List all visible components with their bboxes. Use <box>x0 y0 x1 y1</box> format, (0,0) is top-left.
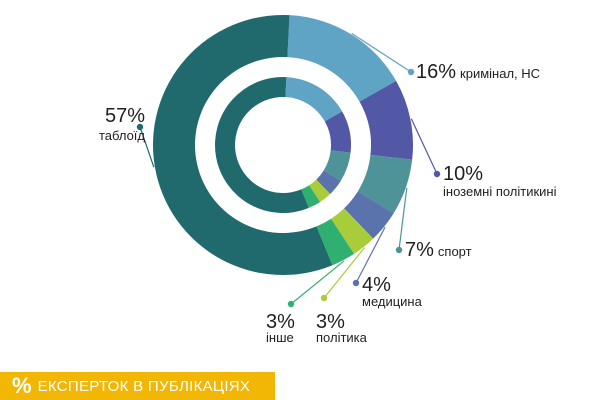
inner-slice-other <box>301 185 321 208</box>
category-label-foreign-politics: іноземні політикині <box>443 184 557 199</box>
category-label-tabloid: таблоїд <box>99 128 145 143</box>
callout-dot-crime <box>407 68 415 76</box>
category-label-other: інше <box>266 330 294 345</box>
callout-dot-tabloid <box>136 123 144 131</box>
callout-line-politics <box>323 247 366 299</box>
outer-slice-crime <box>287 15 397 102</box>
callout-dot-medicine <box>352 279 360 287</box>
callout-line-sport <box>398 187 408 251</box>
percent-label-foreign-politics: 10% <box>443 163 483 185</box>
percent-label-other: 3% <box>266 311 295 333</box>
outer-slice-sport <box>357 154 413 214</box>
inner-slice-tabloid <box>215 77 309 214</box>
category-label-medicine: медицина <box>362 294 423 309</box>
outer-slice-politics <box>331 208 374 254</box>
percent-label-politics: 3% <box>316 311 345 333</box>
chart-title: ЕКСПЕРТОК В ПУБЛІКАЦІЯХ <box>37 377 251 395</box>
callouts: 57%таблоїд 16% кримінал, НС 10%іноземні пол… <box>99 32 557 345</box>
inner-slice-medicine <box>316 170 341 194</box>
outer-slice-tabloid <box>153 15 333 276</box>
callout-line-crime <box>351 32 412 73</box>
callout-line-tabloid <box>139 126 155 168</box>
inner-slice-politics <box>309 179 331 202</box>
outer-slice-foreign-politics <box>359 80 413 160</box>
callout-dot-politics <box>320 294 328 302</box>
callout-label-crime: 16% кримінал, НС <box>416 61 540 83</box>
percent-icon: % <box>12 373 32 398</box>
inner-slice-sport <box>323 150 351 181</box>
callout-line-foreign-politics <box>410 118 438 175</box>
chart-title-bar: % ЕКСПЕРТОК В ПУБЛІКАЦІЯХ <box>0 372 275 400</box>
callout-line-other <box>290 260 345 305</box>
outer-ring <box>153 15 413 276</box>
outer-slice-other <box>316 218 355 266</box>
inner-slice-foreign-politics <box>324 111 351 153</box>
callout-dot-foreign-politics <box>433 170 441 178</box>
callout-dot-other <box>287 300 295 308</box>
callout-label-sport: 7% спорт <box>405 239 472 261</box>
category-label-politics: політика <box>316 330 368 345</box>
callout-line-medicine <box>355 226 386 284</box>
inner-ring <box>215 77 351 214</box>
percent-label-medicine: 4% <box>362 274 391 296</box>
callout-dot-sport <box>395 246 403 254</box>
outer-slice-medicine <box>344 191 394 239</box>
inner-slice-crime <box>285 77 343 122</box>
percent-label-tabloid: 57% <box>105 105 145 127</box>
